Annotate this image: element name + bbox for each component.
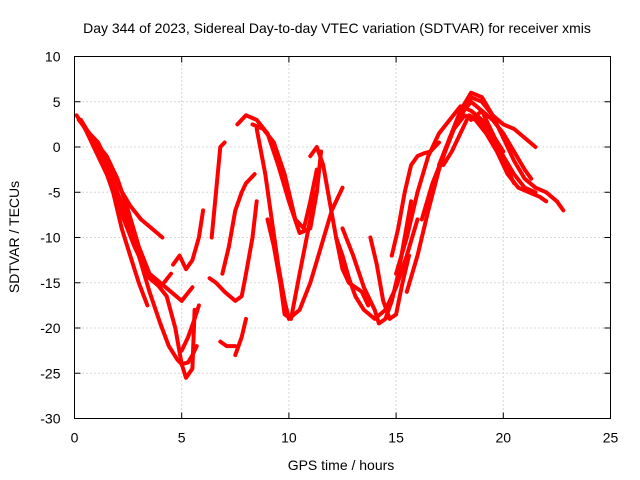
track-3 [78, 117, 150, 308]
y-tick-label: 5 [53, 94, 61, 110]
track-10 [220, 172, 257, 276]
track-28 [458, 95, 538, 149]
track-4 [81, 122, 173, 290]
y-tick-label: -30 [40, 411, 60, 427]
track-18 [308, 145, 371, 308]
track-8 [179, 303, 201, 353]
y-tick-label: -25 [40, 365, 60, 381]
track-13 [233, 316, 248, 358]
data-series [74, 90, 566, 380]
track-29 [469, 108, 534, 181]
track-7 [171, 208, 206, 272]
track-26 [437, 99, 538, 195]
track-9 [209, 140, 227, 240]
x-axis-label: GPS time / hours [288, 457, 395, 473]
plot-frame [74, 56, 611, 419]
track-19 [334, 217, 420, 321]
x-tick-label: 15 [388, 430, 404, 446]
track-21 [368, 235, 411, 321]
x-tick-label: 20 [496, 430, 512, 446]
y-tick-label: -20 [40, 320, 60, 336]
x-tick-label: 5 [178, 430, 186, 446]
x-tick-label: 0 [71, 430, 79, 446]
track-17 [265, 190, 317, 321]
x-tick-label: 10 [281, 430, 297, 446]
x-tick-labels: 0 5 10 15 20 25 [71, 430, 619, 446]
chart-title: Day 344 of 2023, Sidereal Day-to-day VTE… [83, 20, 591, 36]
grid [74, 56, 611, 419]
y-tick-label: -5 [48, 184, 61, 200]
y-tick-label: 10 [45, 49, 61, 65]
y-tick-label: -10 [40, 230, 60, 246]
y-tick-label: -15 [40, 275, 60, 291]
y-tick-labels: -30 -25 -20 -15 -10 -5 0 5 10 [40, 49, 60, 427]
y-tick-label: 0 [53, 139, 61, 155]
track-15 [250, 122, 319, 231]
track-6 [93, 140, 195, 303]
y-axis-label: SDTVAR / TECUs [6, 181, 22, 293]
track-12 [218, 339, 238, 349]
track-11 [207, 199, 259, 303]
x-tick-label: 25 [603, 430, 619, 446]
